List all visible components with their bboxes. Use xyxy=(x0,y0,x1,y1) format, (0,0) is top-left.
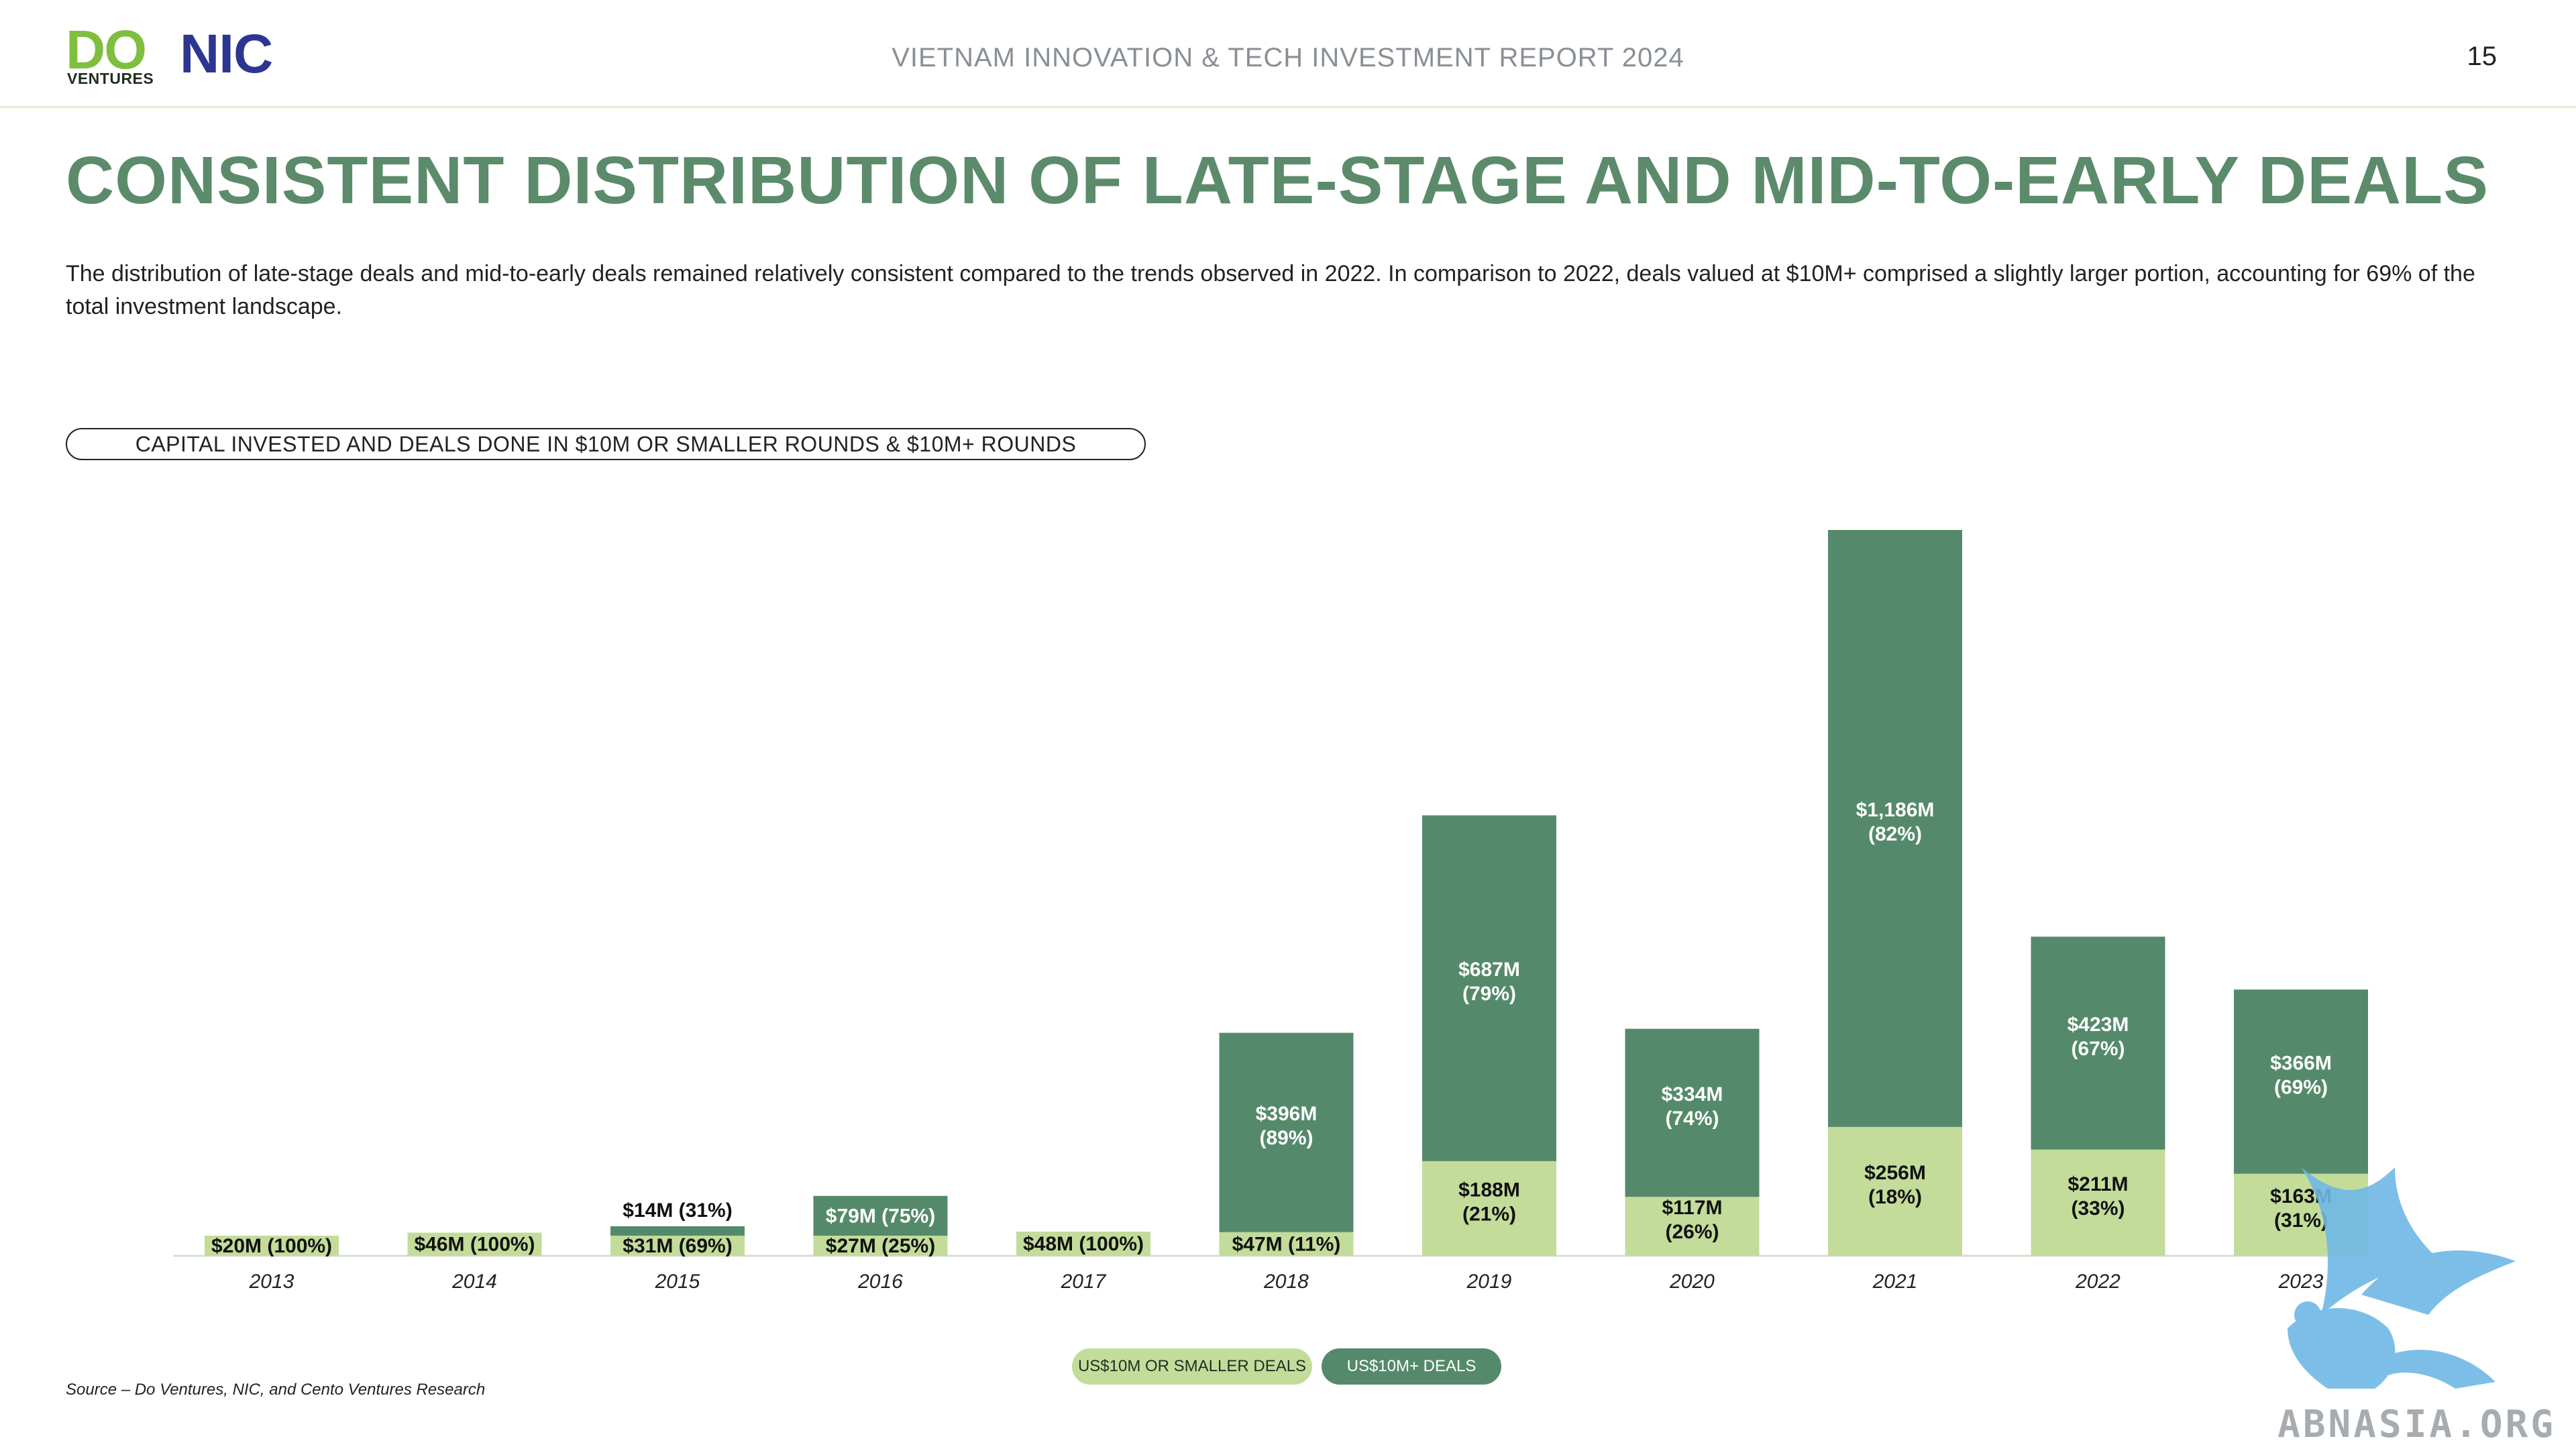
chart-title-pill: CAPITAL INVESTED AND DEALS DONE IN $10M … xyxy=(66,428,1146,460)
watermark-griffin-logo: ABNASIA.ORG xyxy=(2277,1167,2556,1446)
data-label-large: $423M (67%) xyxy=(2068,1014,2129,1060)
bar-large-deals xyxy=(1625,1028,1760,1197)
bar-large-deals xyxy=(1422,815,1556,1161)
page-number: 15 xyxy=(2467,42,2498,71)
bar-large-deals xyxy=(1828,530,1962,1127)
bar-large-deals xyxy=(610,1226,745,1236)
bar-large-deals xyxy=(1219,1032,1354,1232)
x-tick-label: 2017 xyxy=(1061,1271,1107,1293)
x-tick-label: 2019 xyxy=(1466,1271,1512,1293)
x-tick-label: 2016 xyxy=(857,1271,903,1293)
x-tick-label: 2014 xyxy=(451,1271,497,1293)
data-label-large: $14M (31%) xyxy=(623,1199,732,1222)
x-tick-label: 2021 xyxy=(1872,1271,1918,1293)
legend-large-deals: US$10M+ DEALS xyxy=(1322,1348,1501,1385)
data-label-large: $366M (69%) xyxy=(2270,1052,2332,1098)
data-label-small: $188M (21%) xyxy=(1458,1179,1520,1225)
x-tick-label: 2018 xyxy=(1263,1271,1309,1293)
data-label-large: $334M (74%) xyxy=(1662,1083,1723,1130)
bar-small-deals xyxy=(1219,1232,1354,1256)
data-label-small: $48M (100%) xyxy=(1023,1233,1144,1255)
bar-large-deals xyxy=(2031,936,2165,1150)
data-label-small: $211M (33%) xyxy=(2068,1173,2128,1220)
legend-small-deals: US$10M OR SMALLER DEALS xyxy=(1072,1348,1312,1385)
watermark-text: ABNASIA.ORG xyxy=(2277,1403,2556,1446)
data-label-small: $46M (100%) xyxy=(414,1234,535,1256)
bar-small-deals xyxy=(407,1232,542,1256)
data-label-small: $27M (25%) xyxy=(826,1235,935,1257)
data-label-small: $20M (100%) xyxy=(211,1235,332,1257)
bar-small-deals xyxy=(1422,1161,1556,1256)
x-tick-label: 2023 xyxy=(2278,1271,2324,1293)
data-label-small: $117M (26%) xyxy=(1662,1197,1722,1243)
report-title: VIETNAM INNOVATION & TECH INVESTMENT REP… xyxy=(892,43,1684,72)
data-label-large: $79M (75%) xyxy=(826,1205,935,1227)
do-ventures-logo: DO xyxy=(66,19,147,80)
bar-large-deals xyxy=(813,1195,948,1236)
data-label-small: $47M (11%) xyxy=(1232,1233,1341,1255)
x-tick-label: 2022 xyxy=(2075,1271,2121,1293)
page-header: DO VENTURES NIC VIETNAM INNOVATION & TEC… xyxy=(0,0,2576,108)
page-title: CONSISTENT DISTRIBUTION OF LATE-STAGE AN… xyxy=(66,143,2489,218)
page-description: The distribution of late-stage deals and… xyxy=(66,261,2475,319)
bar-small-deals xyxy=(205,1236,339,1256)
data-label-small: $256M (18%) xyxy=(1864,1162,1926,1208)
x-tick-label: 2015 xyxy=(655,1271,700,1293)
data-label-large: $687M (79%) xyxy=(1458,959,1520,1005)
bar-small-deals xyxy=(813,1236,948,1256)
bar-small-deals xyxy=(1625,1197,1760,1256)
data-label-small: $31M (69%) xyxy=(623,1235,732,1257)
bar-small-deals xyxy=(1016,1231,1150,1256)
x-tick-label: 2013 xyxy=(249,1271,294,1293)
do-ventures-logo-subtitle: VENTURES xyxy=(67,70,154,87)
x-tick-label: 2020 xyxy=(1669,1271,1715,1293)
data-label-large: $396M (89%) xyxy=(1256,1103,1318,1149)
bar-small-deals xyxy=(610,1236,745,1256)
stacked-bar-chart: $20M (100%) 2013 $46M (100%) 2014 $31M (69%)… xyxy=(173,530,2375,1293)
bar-small-deals xyxy=(1828,1126,1962,1256)
bar-small-deals xyxy=(2031,1149,2165,1256)
data-label-large: $1,186M (82%) xyxy=(1856,799,1935,845)
nic-logo: NIC xyxy=(180,23,273,85)
data-label-small: $163M (31%) xyxy=(2270,1185,2332,1232)
bar-large-deals xyxy=(2234,989,2368,1174)
source-note: Source – Do Ventures, NIC, and Cento Ven… xyxy=(66,1381,486,1399)
